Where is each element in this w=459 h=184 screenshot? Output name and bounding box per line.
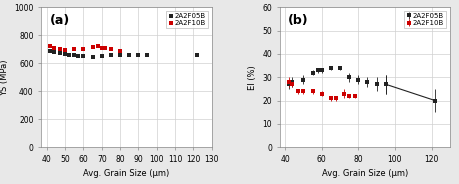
2A2F05B [71, 54, 78, 57]
2A2F10B [107, 48, 115, 51]
Y-axis label: YS (MPa): YS (MPa) [0, 59, 9, 95]
2A2F10B [89, 46, 96, 49]
2A2F05B [74, 54, 82, 57]
Legend: 2A2F05B, 2A2F10B: 2A2F05B, 2A2F10B [166, 11, 208, 28]
2A2F10B [71, 47, 78, 50]
Legend: 2A2F05B, 2A2F10B: 2A2F05B, 2A2F10B [404, 11, 446, 28]
2A2F05B [89, 55, 96, 58]
2A2F10B [47, 44, 54, 47]
2A2F05B [193, 54, 201, 57]
2A2F05B [80, 55, 87, 58]
2A2F05B [47, 50, 54, 53]
2A2F05B [50, 51, 58, 54]
2A2F10B [95, 45, 102, 48]
2A2F05B [116, 53, 123, 56]
2A2F10B [116, 49, 123, 52]
2A2F10B [102, 47, 109, 50]
2A2F05B [125, 54, 133, 57]
2A2F10B [50, 46, 58, 49]
2A2F05B [62, 52, 69, 55]
2A2F10B [80, 47, 87, 50]
2A2F05B [107, 54, 115, 57]
2A2F05B [98, 54, 106, 57]
X-axis label: Avg. Grain Size (μm): Avg. Grain Size (μm) [322, 169, 408, 178]
Y-axis label: El (%): El (%) [248, 65, 257, 90]
Text: (b): (b) [288, 14, 309, 27]
Text: (a): (a) [50, 14, 70, 27]
2A2F10B [56, 47, 63, 50]
2A2F10B [62, 49, 69, 52]
2A2F05B [144, 53, 151, 56]
2A2F05B [56, 51, 63, 54]
2A2F10B [98, 46, 106, 49]
X-axis label: Avg. Grain Size (μm): Avg. Grain Size (μm) [83, 169, 169, 178]
2A2F05B [65, 54, 73, 57]
2A2F05B [134, 53, 142, 56]
